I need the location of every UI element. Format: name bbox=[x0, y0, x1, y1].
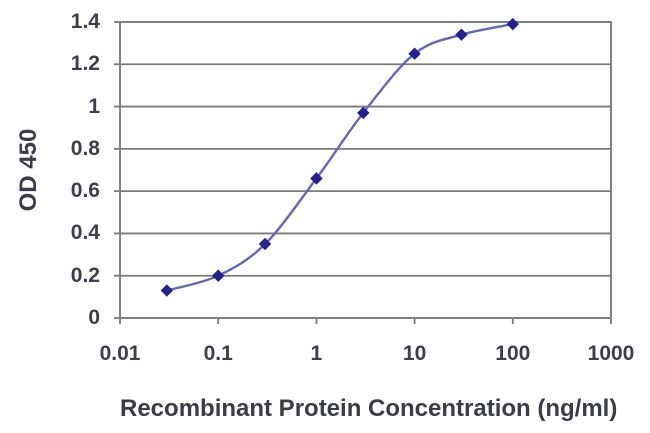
x-tick-label: 1000 bbox=[587, 342, 635, 365]
plot-border bbox=[119, 21, 612, 319]
x-tick-label: 100 bbox=[495, 342, 531, 365]
x-tick-label: 0.01 bbox=[99, 342, 141, 365]
data-point-marker bbox=[408, 47, 421, 60]
y-tick-label: 0 bbox=[88, 306, 100, 329]
y-tick-label: 0.2 bbox=[70, 263, 100, 287]
x-tick-label: 1 bbox=[310, 342, 323, 365]
y-tick-label: 1.4 bbox=[70, 10, 100, 33]
data-point-marker bbox=[455, 28, 468, 41]
series-line bbox=[165, 22, 514, 292]
y-tick-label: 0.6 bbox=[70, 179, 100, 203]
y-tick-label: 0.8 bbox=[70, 136, 100, 160]
x-tick-label: 0.1 bbox=[203, 342, 233, 365]
data-point-marker bbox=[211, 269, 225, 282]
data-point-marker bbox=[357, 106, 370, 120]
data-point-marker bbox=[506, 17, 520, 31]
x-axis-title: Recombinant Protein Concentration (ng/ml… bbox=[120, 395, 618, 422]
y-tick-label: 1 bbox=[88, 94, 100, 118]
data-point-marker bbox=[258, 237, 272, 251]
x-tick-label: 10 bbox=[402, 342, 427, 365]
y-tick-label: 0.4 bbox=[70, 221, 100, 245]
y-tick-label: 1.2 bbox=[70, 52, 100, 76]
data-point-marker bbox=[160, 284, 174, 297]
data-point-marker bbox=[310, 172, 323, 185]
